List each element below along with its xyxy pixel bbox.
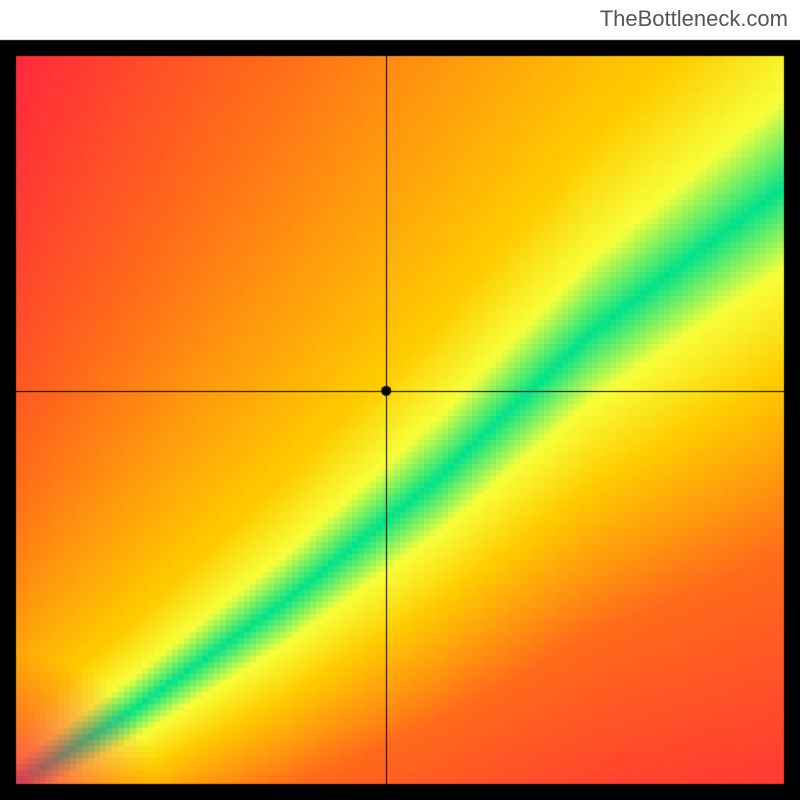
bottleneck-heatmap-canvas	[0, 0, 800, 800]
chart-container: TheBottleneck.com	[0, 0, 800, 800]
watermark-text: TheBottleneck.com	[600, 6, 788, 32]
